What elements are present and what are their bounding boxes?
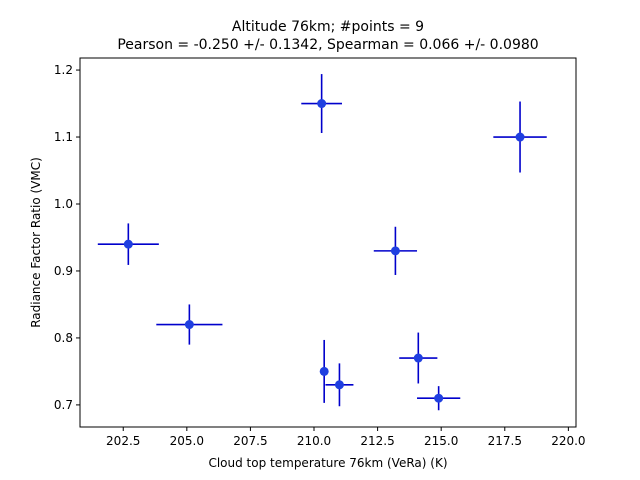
x-tick-label: 215.0 bbox=[424, 434, 458, 448]
plot-area-frame bbox=[79, 57, 577, 428]
data-point-group bbox=[417, 386, 461, 411]
x-tick-label: 212.5 bbox=[360, 434, 394, 448]
data-point-group bbox=[373, 226, 418, 275]
y-tick-label: 0.8 bbox=[54, 331, 73, 345]
data-point-group bbox=[325, 363, 354, 407]
data-point-group bbox=[493, 101, 547, 173]
data-point bbox=[123, 239, 133, 249]
y-tick-label: 1.0 bbox=[54, 197, 73, 211]
x-tick-label: 220.0 bbox=[551, 434, 585, 448]
y-tick-label: 1.2 bbox=[54, 63, 73, 77]
data-point-group bbox=[301, 74, 342, 134]
data-point bbox=[184, 320, 194, 330]
chart-title-line1: Altitude 76km; #points = 9 bbox=[232, 19, 424, 35]
data-point bbox=[515, 132, 525, 142]
chart-title-line2: Pearson = -0.250 +/- 0.1342, Spearman = … bbox=[117, 37, 538, 53]
x-tick-label: 210.0 bbox=[297, 434, 331, 448]
y-tick-label: 0.7 bbox=[54, 398, 73, 412]
y-axis-ticks: 0.7 0.8 0.9 1.0 1.1 1.2 bbox=[54, 63, 80, 412]
data-layer bbox=[97, 74, 547, 411]
data-point bbox=[317, 99, 327, 109]
data-point-group bbox=[319, 339, 329, 403]
data-point bbox=[434, 393, 444, 403]
y-tick-label: 0.9 bbox=[54, 264, 73, 278]
data-point-group bbox=[97, 223, 159, 265]
x-tick-label: 202.5 bbox=[106, 434, 140, 448]
x-tick-label: 217.5 bbox=[488, 434, 522, 448]
x-tick-label: 207.5 bbox=[233, 434, 267, 448]
data-point bbox=[334, 380, 344, 390]
y-axis-label: Radiance Factor Ratio (VMC) bbox=[29, 157, 43, 328]
data-point bbox=[319, 366, 329, 376]
x-tick-label: 205.0 bbox=[170, 434, 204, 448]
data-point bbox=[413, 353, 423, 363]
x-axis-ticks: 202.5 205.0 207.5 210.0 212.5 215.0 217.5 220.0 bbox=[106, 427, 586, 448]
x-axis-label: Cloud top temperature 76km (VeRa) (K) bbox=[208, 456, 447, 470]
y-tick-label: 1.1 bbox=[54, 130, 73, 144]
data-point-group bbox=[399, 332, 438, 384]
data-point bbox=[390, 246, 400, 256]
data-point-group bbox=[156, 304, 223, 345]
